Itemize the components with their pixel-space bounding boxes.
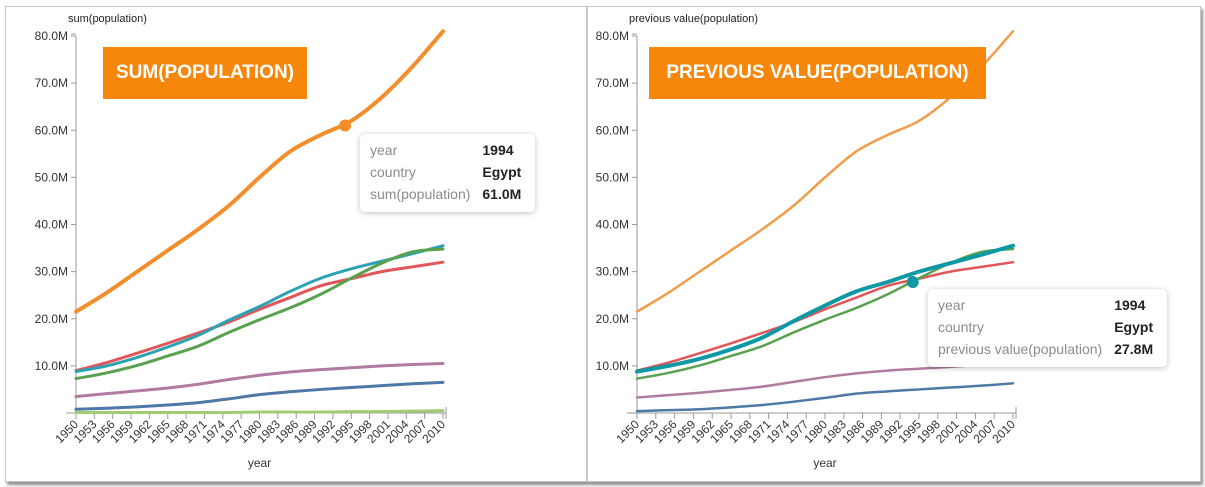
series-line-egypt <box>74 29 445 314</box>
chart-title-banner: SUM(POPULATION) <box>103 47 307 99</box>
chart-panel-previous-value: previous value(population) 80.0M 70.0M 60.0… <box>587 6 1201 482</box>
tooltip-key: year <box>370 142 398 158</box>
x-axis-title: year <box>248 456 271 470</box>
y-axis-title: previous value(population) <box>629 13 758 25</box>
tooltip-row: sum(population) 61.0M <box>370 184 525 206</box>
y-tick-label: 10.0M <box>35 359 68 373</box>
y-tick-label: 30.0M <box>596 265 629 279</box>
tooltip-key: country <box>370 164 416 180</box>
x-axis-title: year <box>813 456 836 470</box>
y-tick-label: 80.0M <box>596 29 629 43</box>
tooltip-value: Egypt <box>1114 319 1154 335</box>
series-line-series-green <box>74 247 445 381</box>
tooltip-row: country Egypt <box>938 317 1157 339</box>
y-tick-label: 20.0M <box>596 312 629 326</box>
tooltip-key: country <box>938 319 984 335</box>
series-line-series-purple <box>74 362 445 399</box>
tooltip: year 1994 country Egypt previous value(pop… <box>928 289 1168 367</box>
tooltip-value: 61.0M <box>482 186 522 202</box>
tooltip-row: year 1994 <box>370 140 525 162</box>
y-tick-label: 40.0M <box>596 218 629 232</box>
tooltip-key: previous value(population) <box>938 341 1103 357</box>
tooltip-value: 27.8M <box>1114 341 1154 357</box>
y-tick-label: 60.0M <box>35 123 68 137</box>
x-tick-label: 2010 <box>989 417 1018 446</box>
tooltip-row: year 1994 <box>938 295 1157 317</box>
tooltip-value: 1994 <box>1114 297 1146 313</box>
y-tick-label: 80.0M <box>35 29 68 43</box>
series-line-series-blue <box>635 382 1015 413</box>
line-chart-previous-value: previous value(population)80.0M 70.0M 60.0… <box>596 13 1019 470</box>
series-line-egypt <box>635 243 1015 374</box>
highlight-point <box>906 275 919 288</box>
y-tick-label: 70.0M <box>35 76 68 90</box>
series-line-series-blue <box>74 380 445 411</box>
tooltip-value: Egypt <box>482 164 522 180</box>
line-chart-sum: sum(population)80.0M 70.0M 60.0M 50.0M 40.0M… <box>35 13 449 470</box>
tooltip-key: sum(population) <box>370 186 471 202</box>
chart-title-banner: PREVIOUS VALUE(POPULATION) <box>649 47 986 99</box>
y-tick-label: 50.0M <box>35 170 68 184</box>
series-line-series-teal <box>74 244 445 374</box>
tooltip: year 1994 country Egypt sum(population) 61.… <box>360 134 536 212</box>
y-tick-label: 30.0M <box>35 265 68 279</box>
tooltip-row: country Egypt <box>370 162 525 184</box>
series-line-series-red <box>74 260 445 373</box>
y-tick-label: 50.0M <box>596 170 629 184</box>
series-line-series-purple <box>635 362 1015 399</box>
tooltip-value: 1994 <box>482 142 514 158</box>
y-tick-label: 70.0M <box>596 76 629 90</box>
y-tick-label: 40.0M <box>35 218 68 232</box>
series-line-series-lime <box>74 409 445 415</box>
y-tick-label: 60.0M <box>596 123 629 137</box>
highlight-point <box>339 119 352 132</box>
y-axis-title: sum(population) <box>68 13 147 25</box>
y-tick-label: 20.0M <box>35 312 68 326</box>
y-tick-label: 10.0M <box>596 359 629 373</box>
chart-panel-sum: sum(population) 80.0M 70.0M 60.0M 50.0M 40.0M… <box>5 6 587 482</box>
tooltip-row: previous value(population) 27.8M <box>938 339 1157 361</box>
series-line-series-red <box>635 260 1015 372</box>
tooltip-key: year <box>938 297 966 313</box>
